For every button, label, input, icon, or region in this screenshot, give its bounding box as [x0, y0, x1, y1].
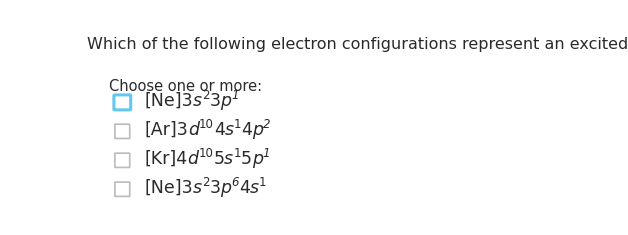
Text: 1: 1 — [234, 118, 241, 131]
Text: [Kr]4: [Kr]4 — [144, 150, 187, 168]
Text: 10: 10 — [199, 118, 214, 131]
Text: p: p — [252, 150, 263, 168]
Text: s: s — [193, 92, 202, 110]
FancyBboxPatch shape — [115, 124, 130, 138]
Text: [Ne]3: [Ne]3 — [144, 179, 193, 197]
Text: Which of the following electron configurations represent an excited state?: Which of the following electron configur… — [87, 37, 628, 52]
Text: 1: 1 — [259, 176, 266, 189]
Text: 4: 4 — [241, 121, 252, 139]
Text: 5: 5 — [213, 150, 224, 168]
FancyBboxPatch shape — [115, 182, 130, 196]
Text: s: s — [250, 179, 259, 197]
Text: 1: 1 — [231, 89, 239, 102]
Text: [Ne]3: [Ne]3 — [144, 92, 193, 110]
Text: p: p — [220, 179, 231, 197]
Text: 1: 1 — [263, 147, 270, 160]
Text: s: s — [225, 121, 234, 139]
Text: 4: 4 — [239, 179, 250, 197]
Text: 2: 2 — [202, 89, 209, 102]
Text: [Ar]3: [Ar]3 — [144, 121, 188, 139]
Text: 3: 3 — [209, 92, 220, 110]
Text: d: d — [187, 150, 198, 168]
FancyBboxPatch shape — [114, 95, 131, 110]
Text: s: s — [193, 179, 202, 197]
Text: p: p — [220, 92, 231, 110]
Text: 2: 2 — [263, 118, 271, 131]
Text: 10: 10 — [198, 147, 213, 160]
Text: s: s — [224, 150, 233, 168]
Text: 6: 6 — [231, 176, 239, 189]
Text: p: p — [252, 121, 263, 139]
Text: Choose one or more:: Choose one or more: — [109, 79, 262, 94]
Text: 3: 3 — [209, 179, 220, 197]
Text: 5: 5 — [241, 150, 252, 168]
Text: 2: 2 — [202, 176, 209, 189]
Text: d: d — [188, 121, 199, 139]
Text: 1: 1 — [233, 147, 241, 160]
FancyBboxPatch shape — [115, 153, 130, 167]
Text: 4: 4 — [214, 121, 225, 139]
